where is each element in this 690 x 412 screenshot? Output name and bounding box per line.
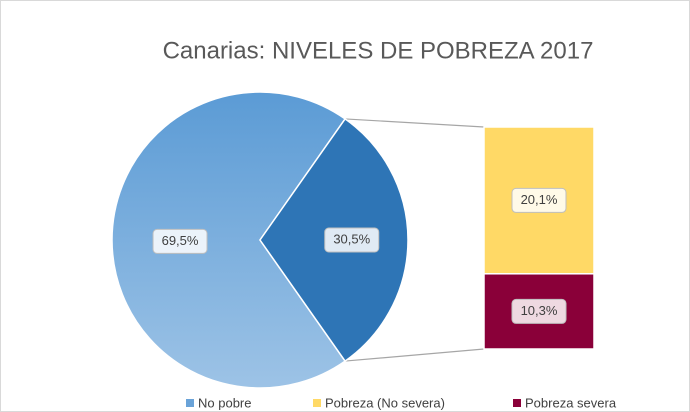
chart-title: Canarias: NIVELES DE POBREZA 2017 [163, 37, 594, 64]
legend-label: Pobreza (No severa) [325, 395, 445, 410]
data-label: 10,3% [521, 303, 558, 318]
legend-swatch [313, 399, 321, 407]
connector-line [345, 118, 485, 128]
data-label: 69,5% [162, 233, 199, 248]
data-label-box [152, 228, 208, 254]
connector-line [345, 348, 485, 362]
data-label: 30,5% [333, 231, 370, 246]
data-label-box [511, 187, 567, 213]
data-label: 20,1% [521, 192, 558, 207]
data-label-box [324, 227, 380, 253]
data-label-box [511, 298, 567, 324]
legend-label: No pobre [198, 395, 251, 410]
pie-slice [111, 91, 347, 389]
legend-swatch [186, 399, 194, 407]
legend-swatch [513, 399, 521, 407]
legend-label: Pobreza severa [525, 395, 617, 410]
